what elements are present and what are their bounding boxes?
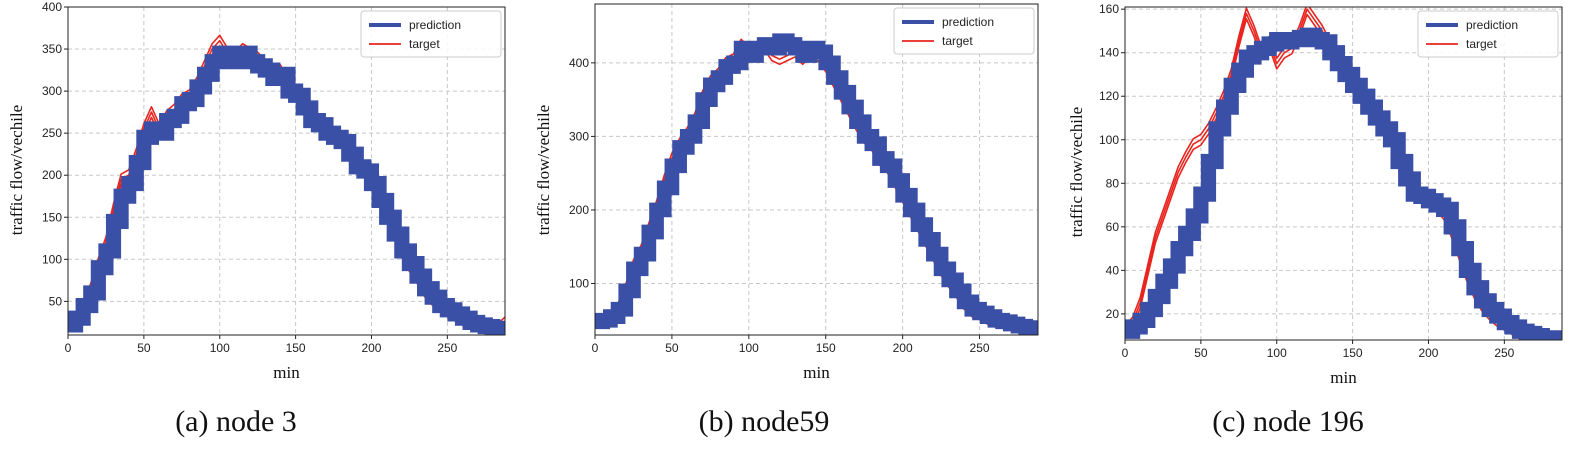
legend-label-target: target — [409, 37, 440, 51]
x-tick-label: 100 — [739, 341, 759, 355]
legend-label-target: target — [1466, 37, 1497, 51]
legend: prediction target — [1417, 10, 1559, 58]
plot-frame — [594, 3, 1039, 336]
plot-frame — [1124, 6, 1563, 341]
series-prediction-line — [68, 45, 505, 335]
chart-panel: 0 50 100 150 200 250 20 40 60 80 100 120 140 160 min tr… — [1067, 2, 1563, 438]
y-tick-label: 100 — [569, 277, 589, 291]
x-tick-label: 200 — [361, 341, 381, 355]
plot-area — [1125, 7, 1562, 340]
y-tick-label: 50 — [49, 294, 63, 308]
y-axis-label: traffic flow/vechile — [1067, 107, 1086, 237]
x-tick-label: 250 — [970, 341, 990, 355]
y-axis-label: traffic flow/vechile — [534, 105, 553, 235]
chart-panel: 0 50 100 150 200 250 50 100 150 200 250 300 350 400 mi… — [7, 0, 506, 438]
y-tick-label: 350 — [42, 42, 62, 56]
plot-area — [595, 33, 1038, 335]
y-tick-label: 120 — [1099, 89, 1119, 103]
legend-label-target: target — [942, 34, 973, 48]
y-tick-label: 80 — [1106, 176, 1120, 190]
x-tick-label: 100 — [210, 341, 230, 355]
y-tick-label: 200 — [569, 203, 589, 217]
x-tick-label: 0 — [65, 341, 72, 355]
y-tick-label: 40 — [1106, 263, 1120, 277]
x-tick-label: 250 — [1494, 346, 1514, 360]
x-tick-label: 50 — [1194, 346, 1208, 360]
legend-label-prediction: prediction — [1466, 18, 1518, 32]
y-tick-label: 20 — [1106, 307, 1120, 321]
x-tick-label: 50 — [137, 341, 151, 355]
legend-box — [1417, 10, 1559, 58]
y-tick-label: 400 — [42, 0, 62, 14]
series-prediction-line — [595, 33, 1038, 335]
panel-caption: (b) node59 — [699, 405, 830, 438]
legend-box — [893, 7, 1035, 55]
legend: prediction target — [360, 10, 502, 58]
x-tick-label: 100 — [1267, 346, 1287, 360]
y-tick-label: 100 — [1099, 133, 1119, 147]
x-axis-label: min — [803, 363, 830, 382]
x-axis-label: min — [1330, 368, 1357, 387]
y-tick-label: 140 — [1099, 46, 1119, 60]
x-tick-label: 250 — [437, 341, 457, 355]
plot-frame — [67, 6, 506, 336]
y-tick-label: 160 — [1099, 2, 1119, 16]
x-axis-label: min — [273, 363, 300, 382]
x-tick-label: 200 — [893, 341, 913, 355]
chart-panel: 0 50 100 150 200 250 100 200 300 400 min traffic fl… — [534, 3, 1039, 438]
y-tick-label: 300 — [42, 84, 62, 98]
x-tick-label: 200 — [1418, 346, 1438, 360]
x-tick-label: 150 — [816, 341, 836, 355]
legend-label-prediction: prediction — [409, 18, 461, 32]
y-tick-label: 250 — [42, 126, 62, 140]
legend-label-prediction: prediction — [942, 15, 994, 29]
y-axis-label: traffic flow/vechile — [7, 105, 26, 235]
y-tick-label: 100 — [42, 252, 62, 266]
legend-box — [360, 10, 502, 58]
x-tick-label: 0 — [1122, 346, 1129, 360]
y-tick-label: 200 — [42, 168, 62, 182]
x-tick-label: 150 — [286, 341, 306, 355]
y-tick-label: 300 — [569, 129, 589, 143]
legend: prediction target — [893, 7, 1035, 55]
panel-caption: (c) node 196 — [1212, 405, 1364, 438]
y-tick-label: 150 — [42, 210, 62, 224]
y-tick-label: 60 — [1106, 220, 1120, 234]
x-tick-label: 50 — [665, 341, 679, 355]
x-tick-label: 0 — [592, 341, 599, 355]
series-prediction-line — [1125, 27, 1562, 340]
panel-caption: (a) node 3 — [175, 405, 297, 438]
plot-area — [68, 34, 505, 335]
y-tick-label: 400 — [569, 56, 589, 70]
x-tick-label: 150 — [1343, 346, 1363, 360]
